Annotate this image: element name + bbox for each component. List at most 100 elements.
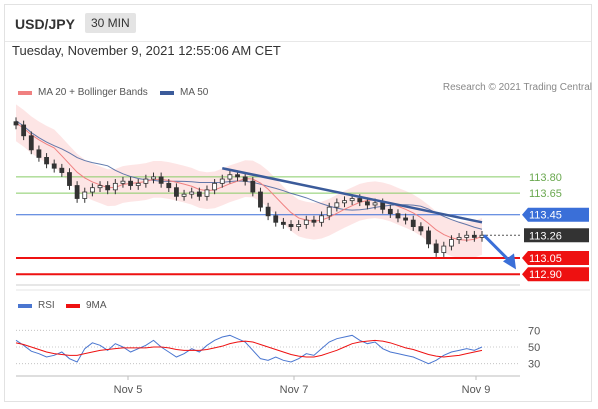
candle-body bbox=[67, 172, 72, 186]
legend-ma20: MA 20 + Bollinger Bands bbox=[18, 87, 148, 98]
level-tag-113.26 bbox=[524, 228, 589, 243]
candle-body bbox=[426, 230, 431, 245]
candle-body bbox=[441, 245, 447, 253]
level-tag-112.90 bbox=[522, 267, 589, 282]
level-tag-113.05 bbox=[522, 250, 589, 265]
candle-body bbox=[418, 226, 424, 232]
candle-body bbox=[143, 178, 149, 184]
candle-body bbox=[258, 191, 263, 208]
candle-body bbox=[372, 202, 378, 206]
legend-ma50: MA 50 bbox=[160, 87, 208, 98]
level-tag-113.45 bbox=[522, 207, 589, 222]
candle-body bbox=[227, 174, 233, 180]
candle-body bbox=[296, 224, 302, 228]
legend-rsi-label: RSI bbox=[38, 300, 55, 311]
x-tick-label-2: Nov 9 bbox=[462, 384, 491, 396]
candle-body bbox=[303, 219, 309, 225]
candle-body bbox=[212, 182, 218, 191]
currency-pair: USD/JPY bbox=[15, 16, 75, 32]
candle-body bbox=[158, 176, 164, 184]
candle-body bbox=[28, 135, 34, 151]
candle-body bbox=[273, 215, 279, 223]
candle-body bbox=[128, 180, 133, 186]
candle-body bbox=[36, 149, 42, 158]
candle-body bbox=[112, 182, 118, 191]
candle-body bbox=[449, 239, 454, 247]
candle-body bbox=[196, 191, 202, 197]
candle-body bbox=[189, 191, 195, 195]
candle-body bbox=[181, 193, 187, 197]
candle-body bbox=[288, 224, 294, 228]
candle-body bbox=[365, 201, 370, 206]
rsi-series-9ma bbox=[15, 339, 483, 358]
candle-body bbox=[471, 234, 477, 238]
candle-body bbox=[51, 163, 57, 169]
ma9-swatch bbox=[66, 303, 80, 308]
candle-body bbox=[326, 206, 332, 217]
legend-9ma: 9MA bbox=[66, 300, 107, 311]
candle-body bbox=[204, 189, 210, 197]
level-label-113.65: 113.65 bbox=[529, 188, 562, 200]
legend-9ma-label: 9MA bbox=[86, 300, 107, 311]
candle-body bbox=[97, 185, 103, 189]
candle-body bbox=[174, 187, 179, 197]
ma20-line bbox=[15, 122, 483, 241]
candle-body bbox=[44, 157, 49, 165]
candle-body bbox=[166, 182, 172, 189]
forecast-arrow-head bbox=[503, 253, 516, 270]
level-label-113.45: 113.45 bbox=[529, 210, 562, 222]
candle-body bbox=[357, 198, 363, 203]
legend-rsi: RSI bbox=[18, 300, 55, 311]
rsi-tick-label-70: 70 bbox=[528, 325, 540, 337]
rsi-tick-label-50: 50 bbox=[528, 342, 540, 354]
candle-body bbox=[349, 198, 355, 202]
candle-body bbox=[82, 191, 88, 199]
rsi-swatch bbox=[18, 303, 32, 308]
research-credit: Research © 2021 Trading Central bbox=[442, 82, 592, 93]
candle-body bbox=[403, 217, 409, 221]
trendline bbox=[222, 167, 483, 224]
ma20-swatch bbox=[18, 90, 32, 95]
candle-body bbox=[319, 215, 324, 223]
timestamp: Tuesday, November 9, 2021 12:55:06 AM CE… bbox=[12, 43, 281, 58]
candle-body bbox=[342, 200, 347, 204]
x-tick-label-1: Nov 7 bbox=[280, 384, 309, 396]
candle-body bbox=[265, 206, 271, 217]
candle-body bbox=[464, 234, 470, 238]
candle-body bbox=[21, 124, 27, 137]
candle-body bbox=[89, 187, 95, 193]
candle-body bbox=[433, 243, 439, 253]
candle-body bbox=[395, 213, 401, 219]
candle-body bbox=[456, 237, 462, 240]
candle-body bbox=[105, 185, 111, 191]
candle-body bbox=[135, 182, 141, 186]
legend-ma50-label: MA 50 bbox=[180, 87, 209, 98]
candle-body bbox=[311, 219, 317, 223]
level-label-112.90: 112.90 bbox=[529, 269, 562, 281]
ma50-line bbox=[15, 120, 483, 230]
candle-body bbox=[387, 208, 393, 215]
x-tick-label-0: Nov 5 bbox=[114, 384, 143, 396]
candle-body bbox=[280, 221, 286, 225]
candle-body bbox=[235, 174, 240, 178]
ma50-swatch bbox=[160, 90, 174, 95]
candle-body bbox=[250, 180, 256, 193]
candle-body bbox=[74, 185, 80, 199]
timeframe-badge[interactable]: 30 MIN bbox=[85, 13, 136, 33]
candle-body bbox=[242, 176, 248, 182]
candle-body bbox=[219, 178, 225, 184]
candle-body bbox=[410, 219, 416, 228]
chart-header: USD/JPY 30 MIN bbox=[5, 5, 591, 42]
rsi-tick-label-30: 30 bbox=[528, 359, 540, 371]
legend-ma20-label: MA 20 + Bollinger Bands bbox=[38, 87, 148, 98]
candle-body bbox=[13, 121, 19, 126]
candle-body bbox=[120, 180, 126, 184]
level-label-113.05: 113.05 bbox=[529, 253, 562, 265]
candle-body bbox=[380, 202, 386, 210]
level-label-113.80: 113.80 bbox=[529, 172, 562, 184]
level-label-113.26: 113.26 bbox=[529, 230, 562, 242]
candle-body bbox=[151, 176, 156, 180]
candle-body bbox=[59, 167, 65, 173]
candle-body bbox=[334, 202, 340, 208]
